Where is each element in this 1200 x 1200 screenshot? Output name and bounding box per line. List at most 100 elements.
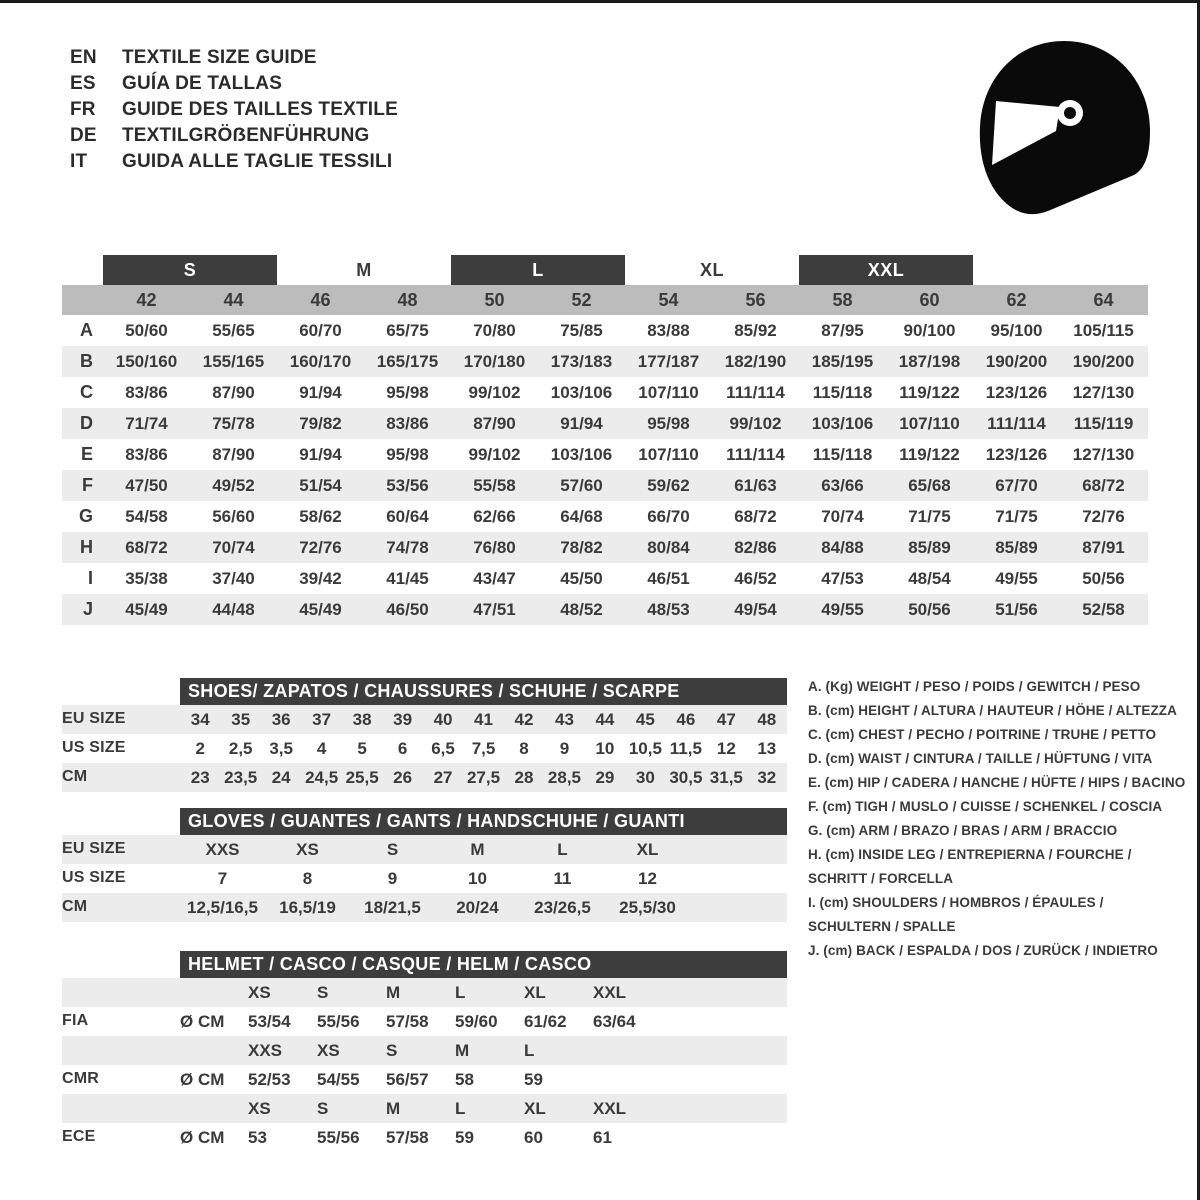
helmet-value-cell: 61 bbox=[593, 1127, 612, 1147]
shoes-cell: 34 bbox=[190, 709, 210, 729]
shoes-cell: 6 bbox=[397, 738, 408, 758]
main-cell: 68/72 bbox=[125, 537, 168, 557]
main-table-row: H 68/72 70/74 72/76 74/78 76/80 78/82 80/84 82/8… bbox=[62, 532, 1148, 563]
helmet-size-cell: M bbox=[386, 982, 401, 1002]
gloves-cell: L bbox=[557, 839, 568, 859]
shoes-cell: 5 bbox=[357, 738, 367, 758]
main-cell: 39/42 bbox=[299, 568, 342, 588]
main-cell: 62/66 bbox=[473, 506, 516, 526]
gloves-cell: 11 bbox=[553, 868, 572, 888]
main-cell: 50/60 bbox=[125, 320, 168, 340]
main-cell: 173/183 bbox=[550, 351, 613, 371]
size-col-48: 48 bbox=[397, 289, 418, 310]
main-cell: 49/55 bbox=[821, 599, 864, 619]
main-cell: 67/70 bbox=[995, 475, 1038, 495]
shoes-cell: 46 bbox=[676, 709, 696, 729]
shoes-cell: 8 bbox=[519, 738, 529, 758]
main-cell: 71/75 bbox=[908, 506, 951, 526]
main-cell: 66/70 bbox=[647, 506, 690, 526]
main-row-label-d: D bbox=[80, 413, 93, 433]
shoes-cell: 36 bbox=[271, 709, 291, 729]
main-cell: 45/50 bbox=[560, 568, 603, 588]
main-cell: 190/200 bbox=[985, 351, 1048, 371]
main-cell: 83/88 bbox=[647, 320, 690, 340]
gloves-cell: 25,5/30 bbox=[619, 897, 676, 917]
title-line-de: DE TEXTILGRÖẞENFÜHRUNG bbox=[70, 123, 590, 149]
shoes-cell: 3,5 bbox=[269, 738, 293, 758]
main-cell: 49/54 bbox=[734, 599, 777, 619]
helmet-standard-label: CMR bbox=[62, 1070, 100, 1087]
helmet-value-cell: 54/55 bbox=[317, 1069, 360, 1089]
main-cell: 51/54 bbox=[299, 475, 342, 495]
helmet-standard-label: ECE bbox=[62, 1128, 96, 1145]
main-cell: 182/190 bbox=[724, 351, 787, 371]
title-line-it: IT GUIDA ALLE TAGLIE TESSILI bbox=[70, 149, 590, 175]
shoes-title: SHOES/ ZAPATOS / CHAUSSURES / SCHUHE / S… bbox=[180, 678, 787, 705]
helmet-size-row: XS S M L XL XXL bbox=[62, 978, 787, 1007]
main-cell: 87/95 bbox=[821, 320, 864, 340]
title-text-de: TEXTILGRÖẞENFÜHRUNG bbox=[122, 125, 370, 146]
shoes-row: CM 23 23,5 24 24,5 25,5 26 27 27,5 28 28,5 29 30 30,5… bbox=[62, 763, 787, 792]
main-cell: 160/170 bbox=[289, 351, 352, 371]
title-lang-en: EN bbox=[70, 47, 97, 68]
main-cell: 68/72 bbox=[1082, 475, 1125, 495]
helmet-table: HELMET / CASCO / CASQUE / HELM / CASCO X… bbox=[62, 951, 787, 1152]
main-row-label-e: E bbox=[80, 444, 93, 464]
shoes-table: SHOES/ ZAPATOS / CHAUSSURES / SCHUHE / S… bbox=[62, 678, 787, 792]
main-cell: 43/47 bbox=[473, 568, 516, 588]
main-row-label-h: H bbox=[80, 537, 93, 557]
size-col-64: 64 bbox=[1093, 289, 1114, 310]
shoes-row-label: EU SIZE bbox=[62, 710, 126, 727]
main-cell: 103/106 bbox=[811, 413, 874, 433]
main-cell: 99/102 bbox=[468, 382, 521, 402]
main-cell: 46/52 bbox=[734, 568, 777, 588]
title-text-en: TEXTILE SIZE GUIDE bbox=[122, 47, 317, 68]
gloves-cell: S bbox=[386, 839, 399, 859]
title-line-es: ES GUÍA DE TALLAS bbox=[70, 71, 590, 97]
helmet-value-cell: 59/60 bbox=[455, 1011, 498, 1031]
main-cell: 103/106 bbox=[550, 382, 613, 402]
size-col-54: 54 bbox=[658, 289, 679, 310]
main-table-row: I 35/38 37/40 39/42 41/45 43/47 45/50 46/51 46/5… bbox=[62, 563, 1148, 594]
gloves-cell: 9 bbox=[387, 868, 398, 888]
shoes-row-label: CM bbox=[62, 768, 88, 785]
main-table-row: B 150/160 155/165 160/170 165/175 170/180 173/… bbox=[62, 346, 1148, 377]
main-cell: 59/62 bbox=[647, 475, 690, 495]
helmet-value-row: CMR Ø CM 52/53 54/55 56/57 58 59 bbox=[62, 1065, 787, 1094]
main-cell: 87/90 bbox=[212, 444, 255, 464]
main-cell: 83/86 bbox=[125, 444, 168, 464]
helmet-value-cell: 57/58 bbox=[386, 1127, 429, 1147]
main-cell: 79/82 bbox=[299, 413, 342, 433]
main-cell: 65/75 bbox=[386, 320, 429, 340]
main-cell: 99/102 bbox=[729, 413, 782, 433]
main-cell: 187/198 bbox=[898, 351, 961, 371]
title-lang-de: DE bbox=[70, 125, 97, 146]
main-cell: 78/82 bbox=[560, 537, 603, 557]
main-table-row: F 47/50 49/52 51/54 53/56 55/58 57/60 59/62 61/6… bbox=[62, 470, 1148, 501]
main-cell: 37/40 bbox=[212, 568, 255, 588]
main-cell: 44/48 bbox=[212, 599, 255, 619]
helmet-value-cell: 59 bbox=[455, 1127, 474, 1147]
main-cell: 58/62 bbox=[299, 506, 342, 526]
helmet-size-cell: L bbox=[524, 1040, 535, 1060]
main-cell: 80/84 bbox=[647, 537, 690, 557]
shoes-cell: 11,5 bbox=[669, 738, 702, 758]
main-cell: 99/102 bbox=[468, 444, 521, 464]
main-cell: 87/90 bbox=[212, 382, 255, 402]
main-cell: 107/110 bbox=[638, 382, 699, 402]
main-cell: 90/100 bbox=[903, 320, 956, 340]
size-header-row: 42 44 46 48 50 52 54 56 58 60 62 64 bbox=[62, 285, 1148, 315]
main-cell: 83/86 bbox=[386, 413, 429, 433]
main-cell: 47/53 bbox=[821, 568, 864, 588]
main-cell: 48/53 bbox=[647, 599, 690, 619]
size-col-56: 56 bbox=[745, 289, 766, 310]
shoes-cell: 23,5 bbox=[224, 767, 258, 787]
main-cell: 35/38 bbox=[125, 568, 168, 588]
shoes-cell: 32 bbox=[757, 767, 777, 787]
gloves-row-label: CM bbox=[62, 898, 88, 915]
legend-line: H. (cm) INSIDE LEG / ENTREPIERNA / FOURC… bbox=[808, 847, 1132, 862]
gloves-row: EU SIZE XXS XS S M L XL bbox=[62, 835, 787, 864]
size-col-62: 62 bbox=[1006, 289, 1027, 310]
helmet-size-cell: L bbox=[455, 982, 466, 1002]
legend-line: E. (cm) HIP / CADERA / HANCHE / HÜFTE / … bbox=[808, 775, 1186, 790]
